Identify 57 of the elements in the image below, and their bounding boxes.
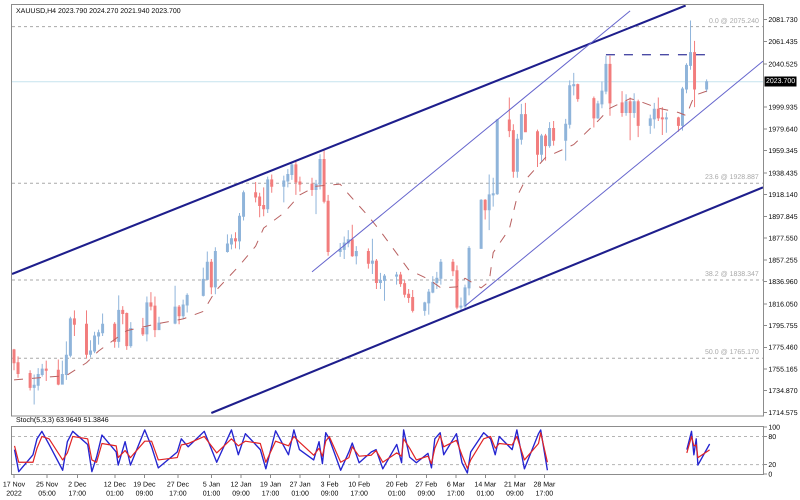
candlestick — [524, 102, 527, 132]
candlestick — [628, 97, 632, 141]
candlestick — [382, 273, 386, 302]
candlestick — [214, 246, 217, 295]
candlestick — [705, 78, 708, 93]
candlestick — [488, 174, 491, 231]
candlestick — [676, 116, 680, 132]
candlestick — [174, 285, 177, 325]
candlestick — [544, 133, 548, 162]
candlestick — [93, 331, 96, 354]
candlestick — [234, 232, 237, 249]
candlestick — [576, 83, 580, 102]
candlestick — [480, 198, 483, 249]
candlestick — [226, 234, 229, 254]
candlestick — [270, 174, 274, 194]
candlestick — [145, 296, 148, 342]
candlestick — [632, 92, 636, 118]
candlestick — [548, 122, 552, 148]
candlestick — [230, 234, 233, 250]
candlestick — [411, 290, 414, 313]
candlestick — [294, 161, 298, 196]
candlestick — [370, 238, 374, 274]
candlestick — [44, 360, 48, 382]
candlestick — [350, 224, 354, 258]
candlestick — [374, 258, 378, 290]
candlestick — [157, 316, 160, 330]
candlestick — [310, 177, 314, 196]
candlestick — [141, 317, 144, 337]
candlestick — [540, 133, 544, 162]
candlestick — [346, 230, 350, 248]
candlestick — [664, 112, 668, 134]
candlestick — [693, 40, 696, 108]
candlestick — [624, 94, 628, 116]
candlestick — [113, 322, 116, 348]
candlestick — [342, 236, 346, 260]
candlestick — [28, 370, 32, 392]
candlestick — [354, 246, 358, 265]
candlestick — [592, 96, 596, 128]
candlestick — [608, 55, 612, 116]
candlestick — [129, 322, 132, 348]
candlestick — [210, 258, 213, 295]
candlestick — [85, 310, 88, 359]
candlestick — [620, 90, 624, 118]
candlestick — [395, 271, 398, 286]
candlestick — [439, 258, 442, 286]
candlestick — [636, 99, 640, 138]
candlestick — [536, 129, 539, 168]
candlestick — [552, 120, 556, 146]
candlestick — [266, 176, 270, 214]
candlestick — [262, 186, 266, 217]
candlestick — [72, 310, 76, 337]
candlestick — [484, 198, 487, 220]
candlestick — [153, 296, 156, 338]
candlestick — [56, 359, 60, 386]
candlestick — [178, 304, 181, 325]
candlestick — [366, 248, 370, 270]
candlestick — [117, 294, 120, 348]
